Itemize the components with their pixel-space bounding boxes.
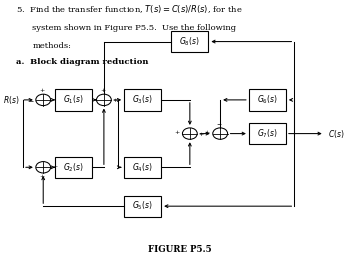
Text: system shown in Figure P5.5.  Use the following: system shown in Figure P5.5. Use the fol…	[33, 24, 237, 32]
Text: +: +	[205, 130, 210, 135]
Text: $G_6(s)$: $G_6(s)$	[257, 94, 278, 106]
Text: 5.  Find the transfer function, $T(s) = C(s)/R(s)$, for the: 5. Find the transfer function, $T(s) = C…	[16, 3, 243, 15]
Text: $C(s)$: $C(s)$	[328, 128, 345, 140]
Text: +: +	[100, 88, 105, 93]
Text: +: +	[39, 174, 44, 179]
Text: methods:: methods:	[33, 42, 71, 50]
FancyBboxPatch shape	[124, 157, 161, 178]
FancyBboxPatch shape	[171, 31, 208, 52]
Text: +: +	[199, 132, 204, 137]
FancyBboxPatch shape	[249, 123, 286, 144]
Text: $G_3(s)$: $G_3(s)$	[132, 94, 153, 106]
FancyBboxPatch shape	[55, 89, 92, 111]
Text: $G_4(s)$: $G_4(s)$	[132, 161, 153, 173]
FancyBboxPatch shape	[124, 195, 161, 217]
Text: $R(s)$: $R(s)$	[3, 94, 20, 106]
Text: $G_2(s)$: $G_2(s)$	[63, 161, 84, 173]
Text: −: −	[216, 122, 222, 127]
Text: $G_7(s)$: $G_7(s)$	[257, 127, 278, 140]
Text: +: +	[52, 164, 57, 169]
Text: $G_5(s)$: $G_5(s)$	[132, 200, 153, 212]
Text: +: +	[113, 98, 118, 103]
Text: −: −	[28, 98, 34, 103]
FancyBboxPatch shape	[55, 157, 92, 178]
Text: $G_8(s)$: $G_8(s)$	[180, 35, 200, 48]
Text: +: +	[174, 130, 180, 135]
Text: +: +	[39, 88, 44, 93]
Text: $G_1(s)$: $G_1(s)$	[63, 94, 84, 106]
Text: FIGURE P5.5: FIGURE P5.5	[148, 245, 211, 254]
FancyBboxPatch shape	[249, 89, 286, 111]
Text: a.  Block diagram reduction: a. Block diagram reduction	[16, 58, 149, 67]
FancyBboxPatch shape	[124, 89, 161, 111]
